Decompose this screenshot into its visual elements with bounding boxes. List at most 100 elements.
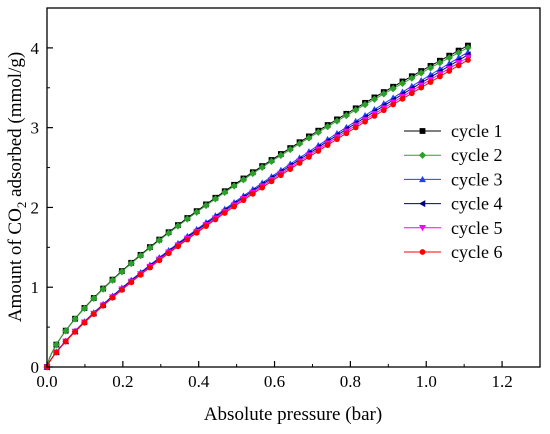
series-6-point (156, 257, 163, 264)
series-6-point (100, 302, 107, 309)
series-6-point (287, 166, 294, 172)
series-2-point (90, 294, 98, 303)
series-2-point (408, 74, 416, 82)
series-2-point (108, 276, 117, 284)
axes-group: 0.0 0.2 0.4 0.6 0.8 1.0 1.2 0 1 2 3 4 (31, 7, 513, 391)
legend-item-1: cycle 1 (404, 121, 502, 141)
series-2-point (99, 285, 107, 293)
series-2-point (436, 59, 444, 67)
series-4-line (46, 54, 469, 368)
series-6-point (137, 271, 144, 278)
series-2-point (445, 54, 453, 62)
series-2-point (342, 111, 350, 120)
series-2-point (155, 236, 163, 245)
series-6-point (72, 328, 78, 335)
data-series-group (43, 42, 472, 371)
series-6-point (118, 287, 125, 293)
series-2-point (164, 229, 173, 237)
legend-item-5: cycle 5 (404, 218, 502, 238)
legend-marker-6 (419, 249, 426, 255)
legend-label-5: cycle 5 (451, 218, 502, 238)
series-2-point (286, 145, 294, 154)
series-6-point (268, 178, 275, 185)
series-6-point (193, 229, 200, 236)
y-tick-label-1: 1 (31, 278, 40, 297)
series-2-point (211, 195, 220, 203)
series-2-point (398, 79, 407, 87)
legend-marker-4 (419, 200, 426, 208)
series-6-point (362, 118, 368, 125)
series-2-point (239, 176, 248, 184)
series-6-point (380, 107, 387, 114)
series-2-point (267, 157, 276, 166)
series-6-point (306, 154, 312, 160)
series-6-point (203, 223, 209, 229)
series-2-point (249, 169, 257, 178)
x-tick-label-0: 0.0 (36, 372, 57, 391)
series-5-line (46, 56, 469, 368)
series-2-point (314, 128, 322, 136)
series-6-point (455, 62, 462, 69)
y-axis-title-subscript: 2 (14, 202, 29, 209)
x-tick-label-5: 1.0 (416, 372, 437, 391)
series-2-point (352, 106, 360, 114)
series-2-point (127, 259, 135, 268)
legend-item-4: cycle 4 (404, 194, 502, 214)
x-tick-label-2: 0.4 (188, 372, 210, 391)
series-6-point (352, 124, 359, 131)
series-6-point (465, 57, 471, 63)
x-tick-label-6: 1.2 (491, 372, 512, 391)
series-2-point (80, 304, 89, 312)
y-tick-label-0: 0 (31, 358, 40, 377)
legend-marker-5 (419, 225, 426, 232)
series-2-point (361, 100, 369, 109)
series-6-point (175, 243, 181, 250)
series-2-point (118, 268, 126, 276)
legend-label-3: cycle 3 (451, 169, 502, 189)
series-6-point (128, 279, 135, 286)
series-2-point (324, 123, 332, 131)
series-6-point (343, 130, 350, 137)
series-6-point (399, 95, 406, 102)
series-6-point (231, 203, 237, 210)
series-2-point (305, 134, 313, 142)
series-2-point (333, 117, 341, 125)
series-2-point (146, 244, 154, 252)
series-6-point (249, 190, 256, 197)
legend-label-1: cycle 1 (451, 121, 502, 141)
legend-item-6: cycle 6 (404, 242, 502, 262)
series-6-point (446, 68, 453, 74)
series-6-line (46, 59, 469, 368)
series-2-point (62, 327, 70, 335)
series-3 (43, 48, 472, 370)
legend-marker-1 (419, 128, 426, 134)
series-6-point (109, 294, 116, 301)
series-2-point (174, 222, 182, 230)
series-2-point (221, 188, 229, 197)
series-6-point (408, 90, 415, 97)
x-tick-label-3: 0.6 (264, 372, 285, 391)
x-tick-label-4: 0.8 (340, 372, 361, 391)
y-tick-label-3: 3 (31, 119, 40, 138)
series-2-point (230, 182, 238, 190)
series-2-point (454, 49, 463, 57)
series-2-point (464, 44, 472, 52)
legend-marker-3 (419, 175, 426, 183)
series-2-point (136, 251, 145, 260)
series-6-point (90, 311, 97, 317)
y-axis-title-part-2: adsorbed (mmol/g) (5, 52, 26, 202)
series-6-point (315, 148, 322, 154)
series-6-point (259, 184, 266, 191)
series-2-point (52, 341, 60, 349)
legend-label-4: cycle 4 (451, 194, 502, 214)
plot-frame (46, 7, 541, 368)
legend-marker-2 (418, 151, 427, 159)
series-6-point (62, 338, 69, 345)
series-6-point (390, 101, 397, 108)
series-6 (44, 57, 471, 370)
legend-item-2: cycle 2 (404, 145, 502, 165)
series-2-point (426, 64, 435, 72)
series-2-point (258, 163, 266, 172)
series-5 (43, 54, 472, 371)
